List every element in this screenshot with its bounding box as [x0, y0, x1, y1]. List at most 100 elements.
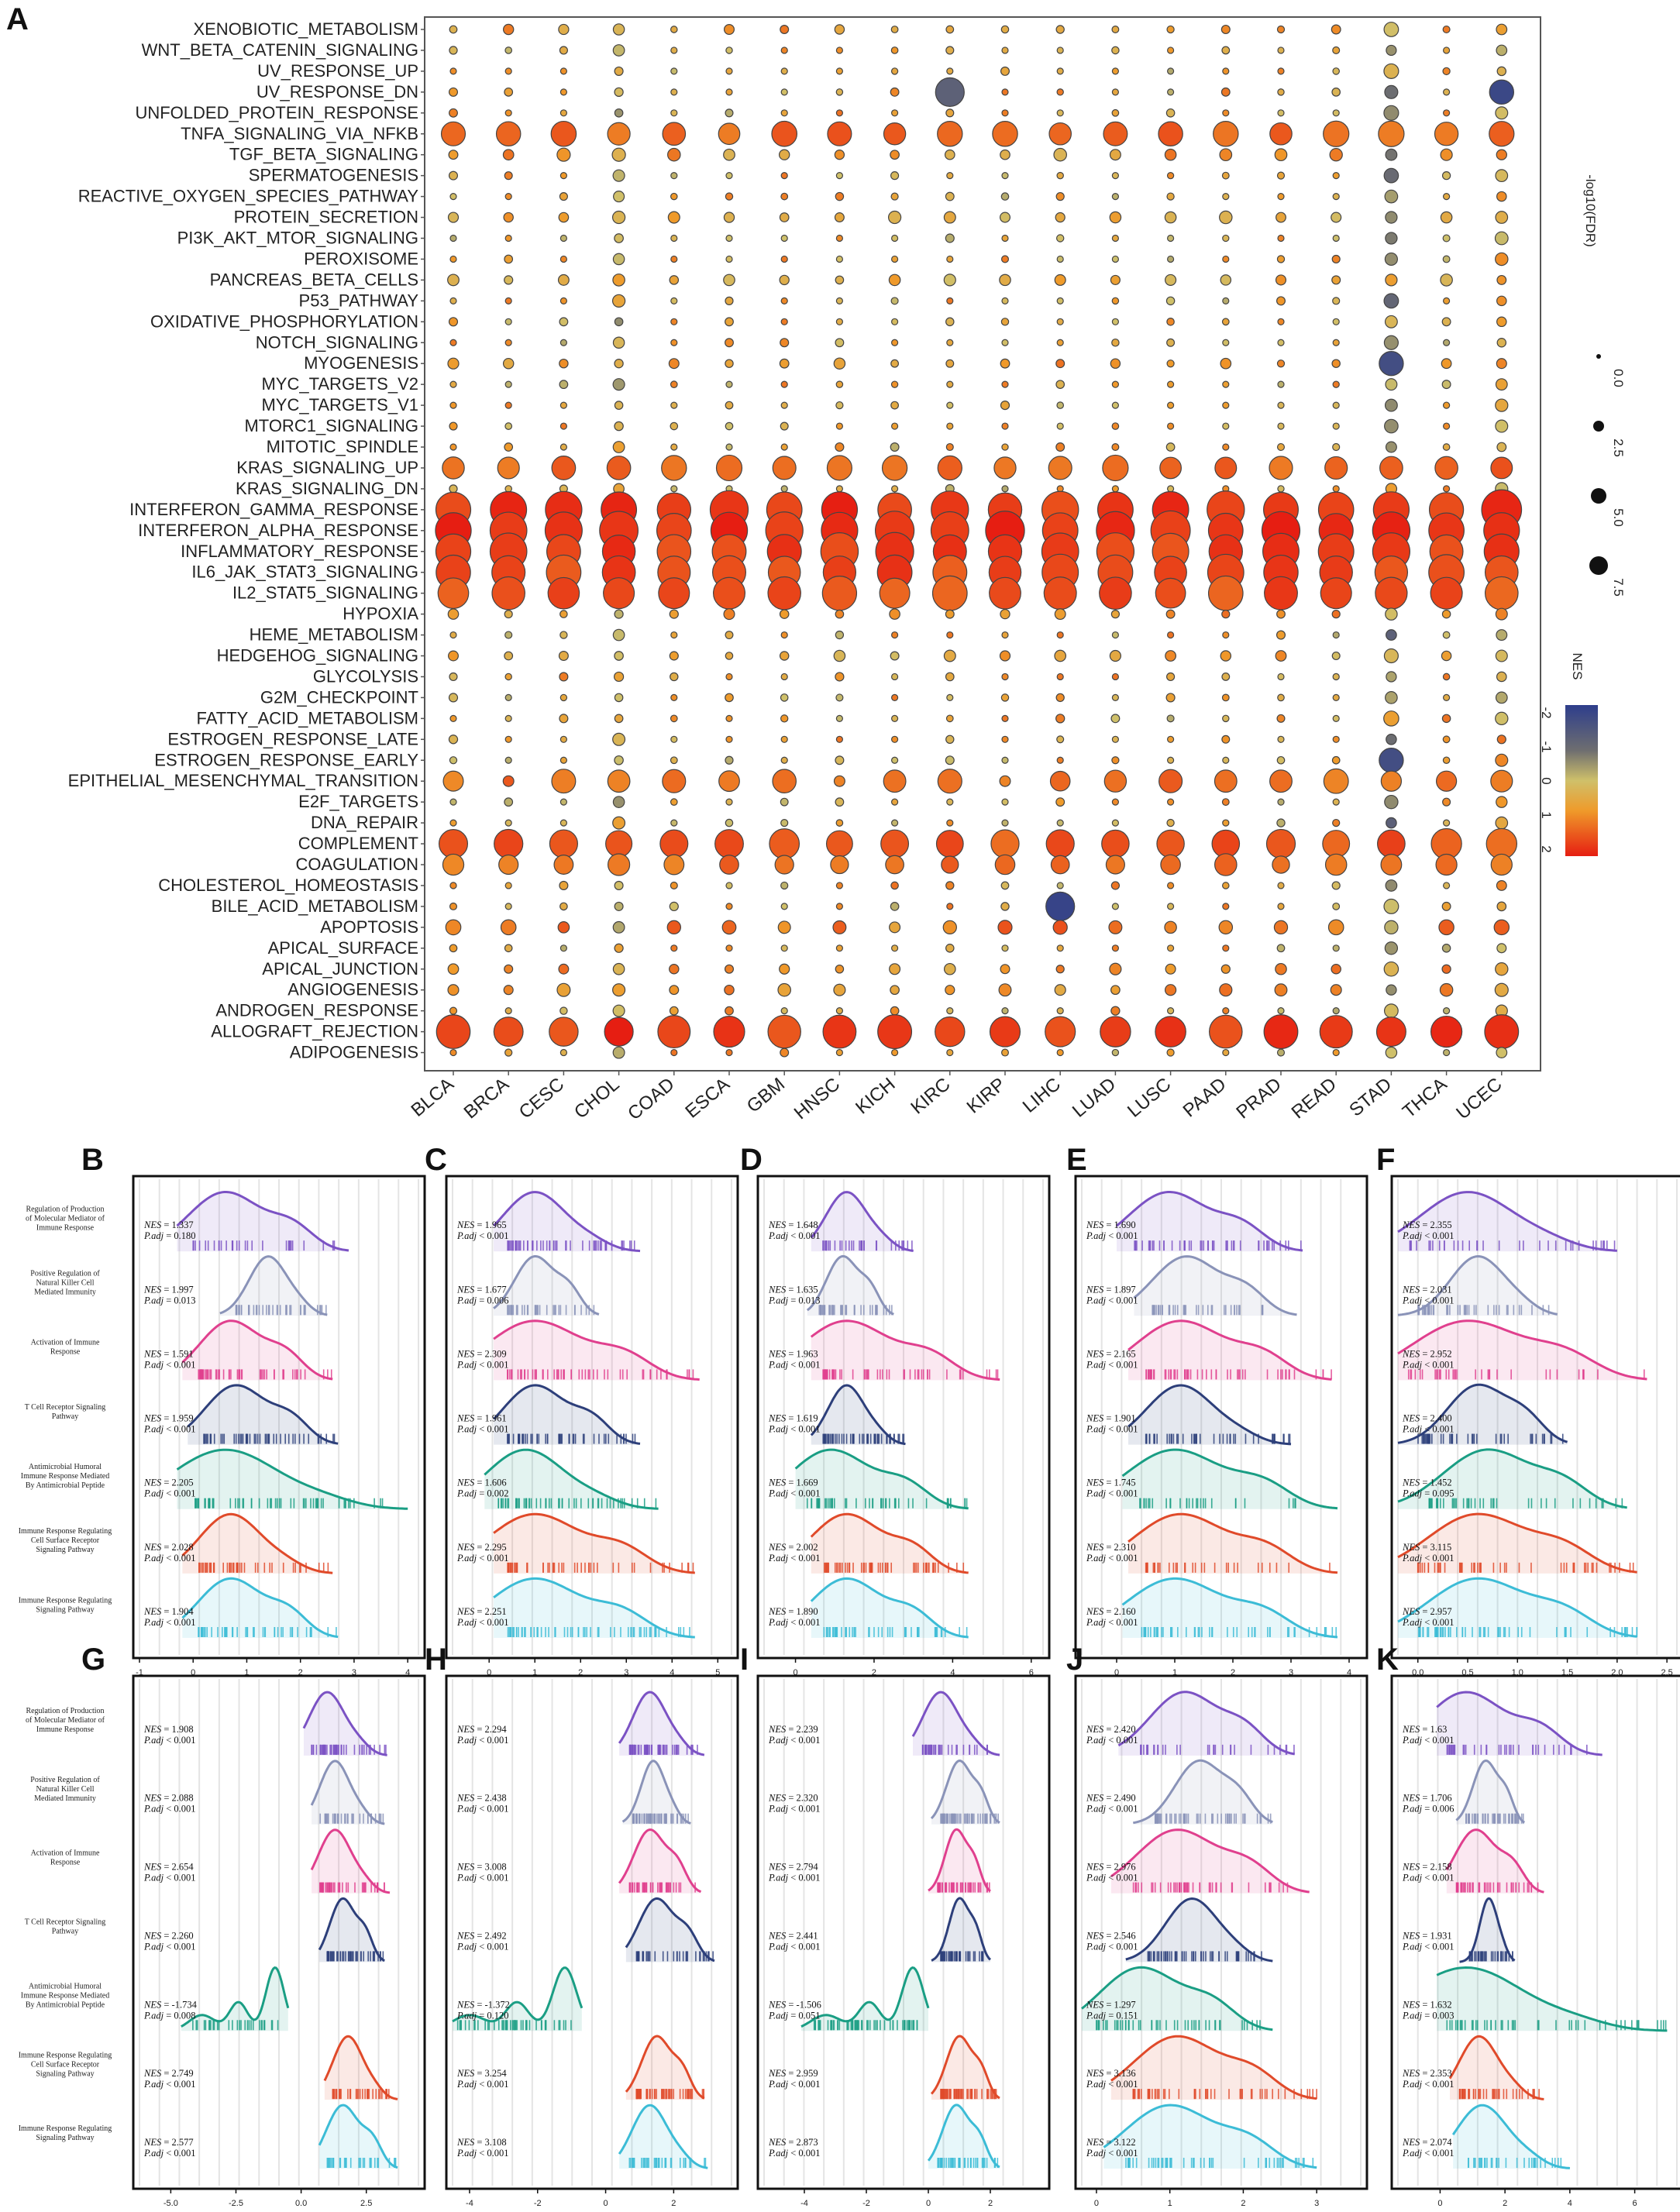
- dot-kras_signaling_up-thca: [1434, 456, 1458, 480]
- nes-value: NES = 2.088: [143, 1793, 194, 1804]
- ridge-curve: [806, 1254, 894, 1316]
- dot-bile_acid_metabolism-read: [1332, 902, 1341, 910]
- dot-hypoxia-esca: [723, 608, 735, 621]
- dot-wnt_beta_catenin_signaling-ucec: [1496, 44, 1508, 57]
- dot-mtorc1_signaling-kirp: [1001, 422, 1009, 430]
- dot-estrogen_response_early-cesc: [559, 756, 568, 764]
- dot-unfolded_protein_response-lihc: [1056, 109, 1064, 117]
- nes-value: NES = 2.546: [1086, 1930, 1136, 1941]
- padj-value: P.adj = 0.013: [143, 1295, 196, 1306]
- dot-reactive_oxygen_species_pathway-kich: [890, 192, 899, 201]
- dot-epithelial_mesenchymal_transition-paad: [1214, 769, 1238, 793]
- dot-kras_signaling_dn-luad: [1111, 485, 1120, 493]
- dot-estrogen_response_early-kirc: [945, 755, 955, 765]
- dot-pi3k_akt_mtor_signaling-ucec: [1494, 231, 1509, 246]
- dot-dna_repair-thca: [1442, 819, 1451, 827]
- dot-xenobiotic_metabolism-cesc: [558, 23, 570, 36]
- ridge-fill: [619, 1829, 701, 1894]
- dot-hedgehog_signaling-kirp: [999, 650, 1011, 662]
- dot-coagulation-paad: [1214, 853, 1238, 876]
- dot-glycolysis-paad: [1221, 673, 1231, 681]
- dot-unfolded_protein_response-kirc: [945, 108, 955, 118]
- dot-uv_response_dn-chol: [614, 87, 624, 97]
- padj-value: P.adj < 0.001: [1086, 1230, 1138, 1241]
- dot-pancreas_beta_cells-cesc: [557, 273, 570, 286]
- nes-value: NES = 1.965: [456, 1220, 507, 1230]
- geneset-label: Antimicrobial Humoral Immune Response Med…: [21, 1463, 109, 1490]
- padj-value: P.adj < 0.001: [456, 1230, 509, 1241]
- dot-apoptosis-kich: [889, 921, 901, 934]
- dot-heme_metabolism-chol: [612, 628, 625, 642]
- dot-pancreas_beta_cells-hnsc: [835, 275, 845, 285]
- dot-bile_acid_metabolism-ucec: [1496, 901, 1507, 912]
- dot-e2f_targets-cesc: [559, 798, 568, 806]
- dot-cholesterol_homeostasis-lusc: [1166, 882, 1175, 889]
- ridge-curve: [493, 1577, 695, 1639]
- dot-myogenesis-chol: [614, 359, 624, 369]
- dot-unfolded_protein_response-paad: [1222, 109, 1230, 117]
- dot-myc_targets_v2-stad: [1385, 378, 1398, 391]
- dot-androgen_response-luad: [1110, 1006, 1121, 1016]
- dot-complement-lihc: [1045, 829, 1075, 858]
- x-tick-label: -4: [800, 2199, 808, 2208]
- padj-value: P.adj = 0.095: [1402, 1488, 1455, 1499]
- dot-uv_response_up-ucec: [1496, 66, 1507, 77]
- dot-wnt_beta_catenin_signaling-esca: [725, 46, 733, 54]
- dot-allograft_rejection-lusc: [1155, 1016, 1186, 1048]
- dot-wnt_beta_catenin_signaling-lihc: [1056, 46, 1064, 54]
- padj-value: P.adj < 0.001: [143, 2079, 196, 2090]
- pathway-label: UV_RESPONSE_DN: [256, 82, 418, 101]
- dot-uv_response_up-cesc: [559, 67, 568, 75]
- dot-apical_surface-cesc: [559, 944, 568, 952]
- dot-apical_surface-chol: [614, 943, 624, 953]
- dot-xenobiotic_metabolism-paad: [1220, 24, 1231, 35]
- dot-p53_pathway-stad: [1383, 293, 1399, 309]
- dot-bile_acid_metabolism-thca: [1441, 901, 1451, 911]
- dot-estrogen_response_early-hnsc: [835, 755, 845, 765]
- dot-tnfa_signaling_via_nfkb-kirc: [937, 121, 963, 147]
- dot-fatty_acid_metabolism-lihc: [1055, 714, 1065, 724]
- dot-tgf_beta_signaling-stad: [1385, 148, 1398, 161]
- dot-tnfa_signaling_via_nfkb-cesc: [550, 120, 577, 147]
- dot-g2m_checkpoint-luad: [1111, 693, 1120, 702]
- dot-p53_pathway-hnsc: [835, 297, 844, 304]
- dot-bile_acid_metabolism-kirc: [946, 903, 954, 910]
- dot-peroxisome-hnsc: [835, 255, 844, 263]
- nes-value: NES = 2.355: [1402, 1220, 1452, 1230]
- panel-label-I: I: [740, 1643, 749, 1677]
- dot-adipogenesis-lihc: [1056, 1048, 1064, 1057]
- dot-g2m_checkpoint-kirp: [1000, 693, 1010, 702]
- dot-peroxisome-cesc: [559, 255, 568, 263]
- dot-angiogenesis-paad: [1219, 983, 1233, 997]
- dot-coagulation-lihc: [1050, 855, 1070, 875]
- dot-hedgehog_signaling-blca: [448, 650, 459, 662]
- ridge-curve: [493, 1512, 695, 1574]
- dot-heme_metabolism-ucec: [1496, 629, 1508, 642]
- padj-value: P.adj < 0.001: [1402, 1424, 1455, 1435]
- dot-e2f_targets-kirc: [946, 798, 954, 806]
- panel-label-A: A: [6, 2, 29, 36]
- dot-heme_metabolism-cesc: [559, 631, 568, 639]
- dot-dna_repair-esca: [725, 818, 734, 827]
- geneset-label: Positive Regulation of Natural Killer Cel…: [30, 1270, 100, 1297]
- dot-spermatogenesis-thca: [1441, 171, 1451, 181]
- dot-il2_stat5_signaling-brca: [491, 576, 525, 611]
- dot-oxidative_phosphorylation-ucec: [1496, 316, 1507, 328]
- dot-uv_response_dn-read: [1331, 88, 1341, 97]
- dot-estrogen_response_early-luad: [1111, 756, 1120, 765]
- dot-p53_pathway-ucec: [1496, 295, 1507, 307]
- nes-value: NES = 1.745: [1086, 1478, 1136, 1488]
- dot-peroxisome-brca: [504, 254, 514, 264]
- dot-epithelial_mesenchymal_transition-ucec: [1490, 769, 1513, 793]
- dot-notch_signaling-luad: [1111, 338, 1120, 347]
- nes-value: NES = 2.353: [1402, 2068, 1452, 2079]
- dot-peroxisome-luad: [1111, 255, 1120, 263]
- dot-angiogenesis-chol: [612, 983, 626, 997]
- nes-value: NES = -1.506: [768, 1999, 821, 2010]
- dot-myc_targets_v2-brca: [504, 380, 512, 388]
- dot-pi3k_akt_mtor_signaling-coad: [670, 234, 678, 243]
- x-tick-label: 0: [1114, 1668, 1119, 1677]
- dot-e2f_targets-stad: [1384, 794, 1399, 810]
- dot-g2m_checkpoint-lusc: [1165, 693, 1176, 703]
